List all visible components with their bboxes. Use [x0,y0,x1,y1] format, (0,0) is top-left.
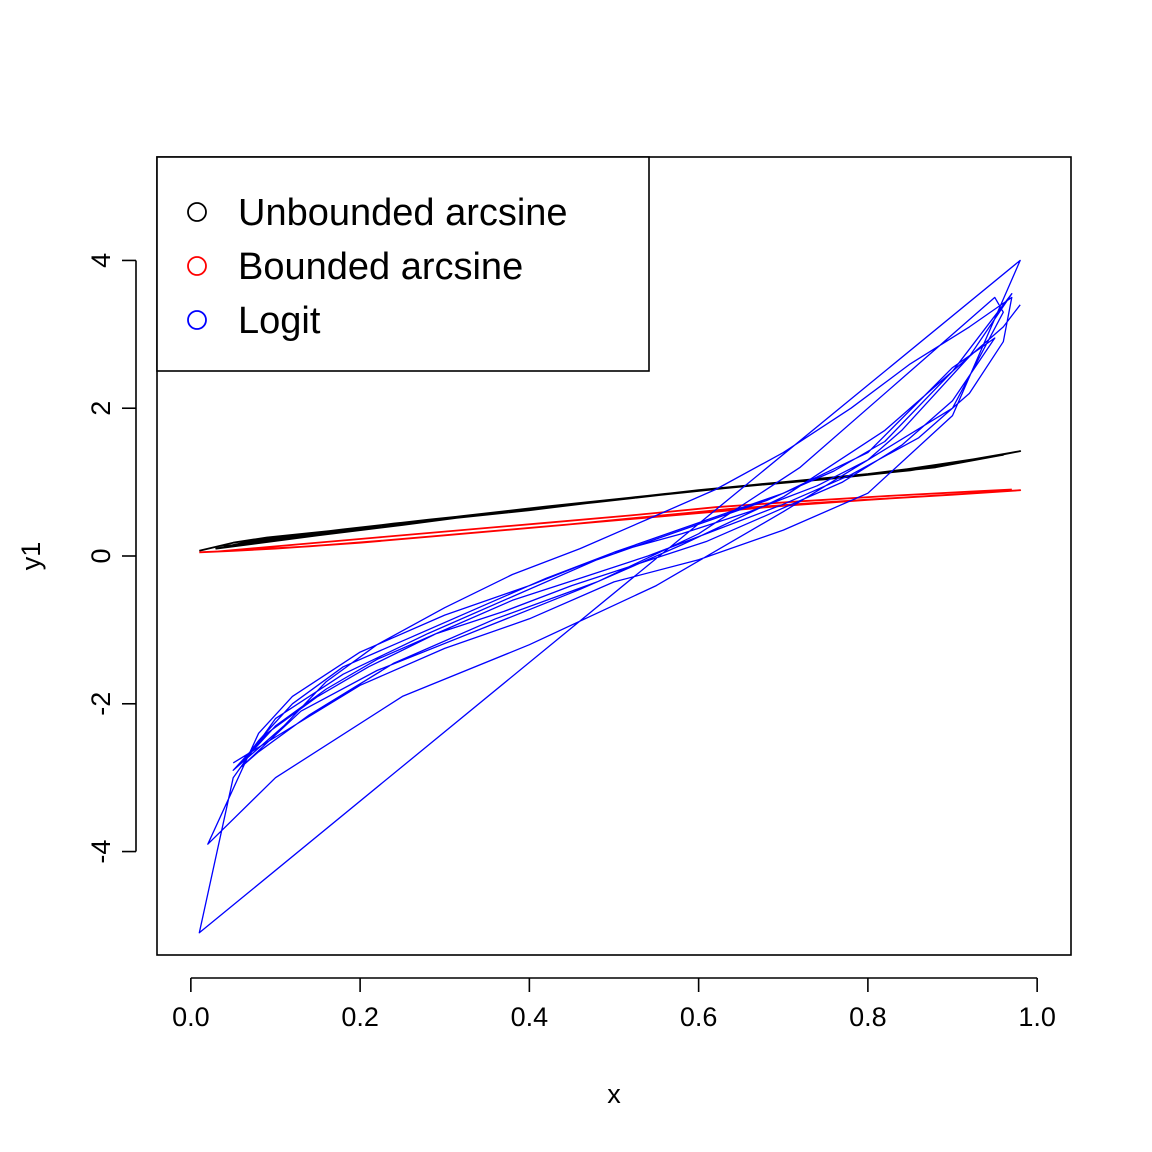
y-tick-label: -4 [86,840,116,864]
x-axis-label: x [607,1079,621,1109]
x-tick-label: 1.0 [1018,1002,1056,1032]
legend-box [156,156,650,372]
legend-marker [187,202,207,222]
legend: Unbounded arcsine Bounded arcsine Logit [156,156,650,372]
legend-label: Logit [238,300,321,342]
y-axis-label: y1 [16,542,46,571]
series-line-3 [198,259,1021,934]
x-tick-label: 0.2 [341,1002,379,1032]
y-tick-label: 0 [86,548,116,563]
series-line-2 [199,488,1022,554]
y-tick-label: 2 [86,401,116,416]
y-tick-label: -2 [86,692,116,716]
legend-label: Unbounded arcsine [238,192,568,234]
legend-label: Bounded arcsine [238,246,523,288]
y-tick-label: 4 [86,253,116,268]
x-tick-label: 0.0 [172,1002,210,1032]
x-tick-label: 0.4 [511,1002,549,1032]
legend-marker [187,310,207,330]
series-layer [198,259,1022,934]
series-line-1 [199,450,1022,552]
x-tick-label: 0.8 [849,1002,887,1032]
x-tick-label: 0.6 [680,1002,718,1032]
legend-marker [187,256,207,276]
x-axis: 0.0 0.2 0.4 0.6 0.8 1.0 [172,977,1056,1032]
y-axis: -4 -2 0 2 4 [86,253,137,864]
